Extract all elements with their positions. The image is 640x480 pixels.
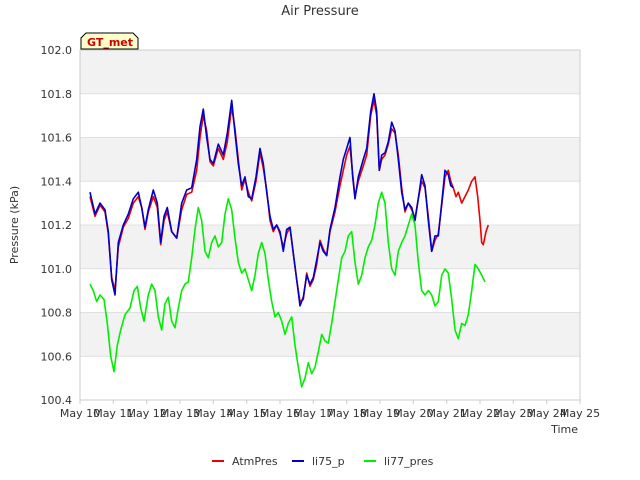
gt-met-badge: GT_met bbox=[80, 32, 139, 50]
plot-band bbox=[80, 50, 580, 94]
x-tick-label: May 22 bbox=[460, 407, 500, 420]
y-tick-label: 100.6 bbox=[41, 350, 73, 363]
y-tick-label: 100.8 bbox=[41, 307, 73, 320]
series-layer bbox=[89, 93, 490, 388]
y-tick-label: 101.8 bbox=[41, 88, 73, 101]
legend-label: li75_p bbox=[312, 455, 345, 468]
x-tick-label: May 25 bbox=[560, 407, 600, 420]
series-line-li77-pres bbox=[89, 191, 486, 388]
x-tick-label: May 15 bbox=[227, 407, 267, 420]
x-tick-label: May 21 bbox=[427, 407, 467, 420]
x-tick-label: May 11 bbox=[93, 407, 133, 420]
plot-band bbox=[80, 268, 580, 313]
badge-label: GT_met bbox=[87, 36, 133, 49]
y-tick-label: 101.2 bbox=[41, 219, 73, 232]
legend: AtmPres li75_p li77_pres bbox=[212, 455, 434, 468]
x-tick-label: May 18 bbox=[327, 407, 367, 420]
x-tick-label: May 16 bbox=[260, 407, 300, 420]
x-tick-label: May 19 bbox=[360, 407, 400, 420]
badge-box bbox=[80, 32, 139, 50]
x-tick-label: May 10 bbox=[60, 407, 100, 420]
y-tick-label: 101.6 bbox=[41, 132, 73, 145]
plot-band bbox=[80, 356, 580, 400]
plot-band bbox=[80, 93, 580, 138]
x-tick-label: May 20 bbox=[393, 407, 433, 420]
series-line-li75-p bbox=[89, 93, 454, 307]
x-tick-label: May 14 bbox=[193, 407, 233, 420]
x-tick-label: May 17 bbox=[293, 407, 333, 420]
x-tick-label: May 23 bbox=[493, 407, 533, 420]
legend-label: AtmPres bbox=[232, 455, 278, 468]
x-tick-label: May 13 bbox=[160, 407, 200, 420]
plot-band bbox=[80, 137, 580, 182]
y-tick-label: 100.4 bbox=[41, 394, 73, 407]
legend-label: li77_pres bbox=[384, 455, 434, 468]
plot-border bbox=[79, 49, 581, 401]
y-axis-ticks: 100.4 100.6 100.8 101.0 101.2 101.4 101.6 101.8… bbox=[41, 44, 73, 407]
y-tick-label: 101.4 bbox=[41, 175, 73, 188]
y-tick-label: 102.0 bbox=[41, 44, 73, 57]
x-axis-label: Time bbox=[550, 423, 578, 436]
x-tick-label: May 24 bbox=[527, 407, 567, 420]
y-tick-label: 101.0 bbox=[41, 263, 73, 276]
y-axis-label: Pressure (kPa) bbox=[8, 186, 21, 264]
chart-title: Air Pressure bbox=[281, 4, 359, 19]
x-tick-label: May 12 bbox=[127, 407, 167, 420]
